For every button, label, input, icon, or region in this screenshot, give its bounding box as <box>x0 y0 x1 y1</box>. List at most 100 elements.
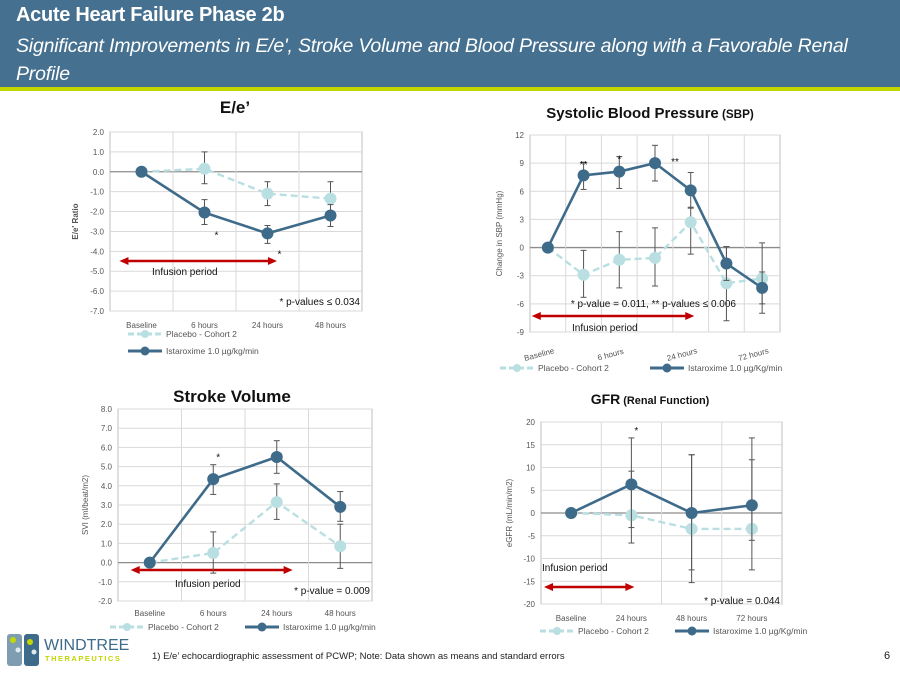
legend-label-placebo: Placebo - Cohort 2 <box>578 626 649 636</box>
legend-marker <box>687 626 697 636</box>
chart-title-suffix: (Renal Function) <box>620 395 709 407</box>
chart-title-main: E/e’ <box>220 98 250 117</box>
arrow-left-icon <box>544 583 554 591</box>
y-tick-label: 12 <box>515 131 524 140</box>
x-tick-label: 24 hours <box>252 321 283 330</box>
legend-label-placebo: Placebo - Cohort 2 <box>166 329 237 339</box>
x-tick-label: 48 hours <box>676 614 707 623</box>
data-point-istaroxime <box>756 281 769 294</box>
accent-divider <box>0 87 900 91</box>
infusion-period-label: Infusion period <box>542 563 608 574</box>
x-tick-label: 24 hours <box>616 614 647 623</box>
arrow-left-icon <box>119 257 129 265</box>
y-tick-label: -6 <box>517 300 525 309</box>
x-tick-label: Baseline <box>134 609 165 618</box>
chart-title: Stroke Volume <box>173 387 291 406</box>
y-tick-label: 20 <box>526 418 535 427</box>
x-tick-label: 48 hours <box>325 609 356 618</box>
y-tick-label: 5 <box>531 486 536 495</box>
y-tick-label: 15 <box>526 441 535 450</box>
y-tick-label: -1.0 <box>98 578 112 587</box>
data-point-placebo <box>261 187 274 200</box>
y-axis-label: eGFR (mL/min/m2) <box>505 478 514 547</box>
y-tick-label: -1.0 <box>90 188 104 197</box>
legend-marker <box>141 330 149 338</box>
y-tick-label: -2.0 <box>90 208 104 217</box>
y-tick-label: 3 <box>520 215 525 224</box>
y-axis-label: Change in SBP (mmHg) <box>495 190 504 276</box>
legend-label-istaroxime: Istaroxime 1.0 µg/kg/min <box>283 622 376 632</box>
data-point-istaroxime <box>207 473 220 486</box>
legend-marker <box>553 627 561 635</box>
data-point-placebo <box>613 253 626 266</box>
data-point-placebo <box>207 547 220 559</box>
y-tick-label: -7.0 <box>90 307 104 316</box>
p-value-note: * p-values ≤ 0.034 <box>279 297 360 308</box>
slide-header: Acute Heart Failure Phase 2b Significant… <box>0 0 900 87</box>
x-tick-label: 6 hours <box>597 347 625 363</box>
data-point-istaroxime <box>541 241 554 254</box>
y-tick-label: 0.0 <box>93 168 105 177</box>
x-tick-label: Baseline <box>523 346 556 363</box>
page-number: 6 <box>884 650 891 662</box>
chart-title-suffix: (SBP) <box>719 108 754 121</box>
significance-marker: * <box>216 453 220 464</box>
p-value-note: * p-value = 0.011, ** p-values ≤ 0.006 <box>571 299 737 310</box>
y-tick-label: 6 <box>520 187 525 196</box>
data-point-istaroxime <box>334 500 347 513</box>
y-tick-label: 10 <box>526 464 535 473</box>
data-point-istaroxime <box>565 507 578 519</box>
series-line-placebo <box>149 500 341 564</box>
data-point-istaroxime <box>720 257 733 270</box>
y-tick-label: 9 <box>520 159 525 168</box>
data-point-istaroxime <box>577 169 590 182</box>
y-tick-label: -15 <box>523 577 535 586</box>
data-point-istaroxime <box>135 165 148 178</box>
footnote: 1) E/e’ echocardiographic assessment of … <box>152 651 565 662</box>
y-tick-label: -3.0 <box>90 227 104 236</box>
y-tick-label: 8.0 <box>101 405 113 414</box>
legend-marker <box>513 364 521 372</box>
y-tick-label: -4.0 <box>90 247 104 256</box>
y-axis-label: E/e' Ratio <box>71 203 80 239</box>
infusion-period-label: Infusion period <box>152 267 218 278</box>
legend-label-istaroxime: Istaroxime 1.0 µg/Kg/min <box>688 363 782 373</box>
infusion-period-label: Infusion period <box>175 579 241 590</box>
data-point-istaroxime <box>198 206 211 219</box>
windtree-logo: WINDTREE THERAPEUTICS <box>4 630 144 670</box>
arrow-right-icon <box>267 257 277 265</box>
x-tick-label: 24 hours <box>666 346 698 363</box>
x-tick-label: 72 hours <box>736 614 767 623</box>
series-line-istaroxime <box>148 455 342 564</box>
legend-marker <box>257 622 267 632</box>
arrow-left-icon <box>130 566 140 574</box>
chart-gfr: GFR (Renal Function) 20 15 10 5 0 -5 -10 -15 -20 e… <box>505 391 807 636</box>
data-point-istaroxime <box>270 451 283 463</box>
data-point-istaroxime <box>684 184 697 197</box>
series-line-istaroxime <box>570 482 753 515</box>
data-point-istaroxime <box>625 478 638 491</box>
y-tick-label: 0.0 <box>101 559 113 568</box>
y-tick-label: -20 <box>523 600 535 609</box>
y-tick-label: -2.0 <box>98 597 112 606</box>
y-tick-label: -9 <box>517 328 525 337</box>
p-value-note: * p-value = 0.044 <box>704 596 780 607</box>
legend-label-placebo: Placebo - Cohort 2 <box>538 363 609 373</box>
legend-label-placebo: Placebo - Cohort 2 <box>148 622 219 632</box>
x-tick-label: 24 hours <box>261 609 292 618</box>
y-tick-label: 6.0 <box>101 443 113 452</box>
y-tick-label: 1.0 <box>93 148 105 157</box>
tree-logo-icon: WINDTREE THERAPEUTICS <box>7 634 129 666</box>
data-point-istaroxime <box>143 556 156 569</box>
data-point-istaroxime <box>745 499 758 512</box>
y-tick-label: 1.0 <box>101 539 113 548</box>
significance-marker: * <box>278 249 282 260</box>
x-tick-label: 6 hours <box>200 609 227 618</box>
x-tick-label: 72 hours <box>737 346 769 363</box>
chart-stroke-volume: Stroke Volume 8.0 7.0 6.0 5.0 4.0 3.0 2.0 1.0 0.0… <box>81 387 376 632</box>
series-line-placebo <box>571 511 752 531</box>
significance-marker: * <box>215 230 219 241</box>
chart-ee: E/e’ 2.0 1.0 0.0 -1.0 -2.0 -3.0 -4.0 -5.0 -6.0 -7.… <box>71 98 363 356</box>
chart-sbp: Systolic Blood Pressure (SBP) 12 9 6 3 0 -3 -6 -… <box>495 105 782 373</box>
data-point-istaroxime <box>613 165 626 178</box>
